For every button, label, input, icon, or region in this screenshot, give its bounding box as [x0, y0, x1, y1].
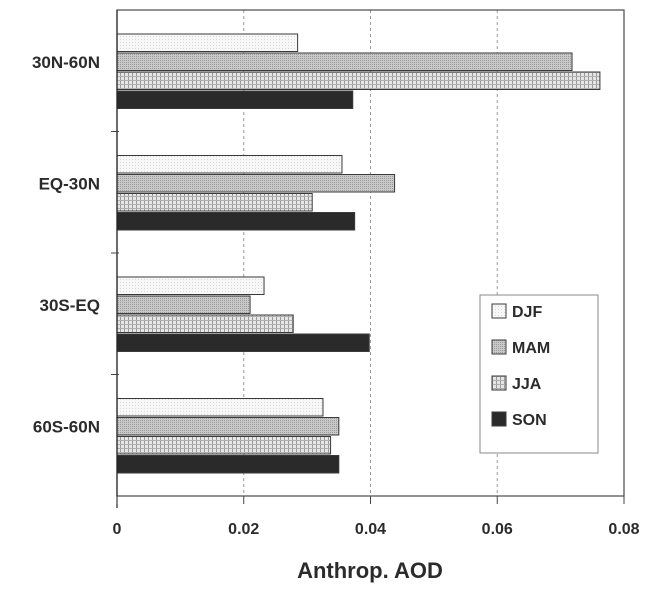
- category-label: 30N-60N: [32, 53, 100, 72]
- x-tick-label: 0.08: [608, 521, 639, 538]
- bar-mam-2: [116, 295, 251, 314]
- category-labels: 30N-60N EQ-30N 30S-EQ 60S-60N: [32, 53, 100, 437]
- legend-swatch-son: [491, 411, 507, 427]
- legend-label-djf: DJF: [512, 304, 542, 321]
- bar-son-0: [116, 90, 354, 109]
- x-tick-labels: 0 0.02 0.04 0.06 0.08: [113, 521, 640, 538]
- x-tick-label: 0.02: [228, 521, 259, 538]
- x-axis-title: Anthrop. AOD: [297, 558, 443, 583]
- bar-djf-0: [116, 33, 299, 52]
- bar-son-2: [116, 333, 370, 352]
- x-tick-label: 0: [113, 521, 122, 538]
- bar-mam-3: [116, 417, 340, 436]
- bar-jja-2: [116, 314, 294, 333]
- bar-djf-1: [116, 155, 343, 174]
- legend-label-son: SON: [512, 412, 547, 429]
- bar-son-3: [116, 455, 340, 474]
- category-label: 30S-EQ: [40, 296, 100, 315]
- category-label: 60S-60N: [33, 418, 100, 437]
- x-tick-label: 0.06: [482, 521, 513, 538]
- category-label: EQ-30N: [39, 175, 100, 194]
- legend-swatch-djf: [491, 303, 507, 319]
- bar-mam-1: [116, 174, 396, 193]
- legend-label-mam: MAM: [512, 340, 550, 357]
- legend-swatch-mam: [491, 339, 507, 355]
- bar-djf-2: [116, 276, 265, 295]
- bar-jja-1: [116, 193, 313, 212]
- x-tick-label: 0.04: [355, 521, 386, 538]
- bar-jja-3: [116, 436, 332, 455]
- legend: DJF MAM JJA SON: [479, 294, 599, 454]
- bar-djf-3: [116, 398, 324, 417]
- legend-swatch-jja: [491, 375, 507, 391]
- bar-son-1: [116, 212, 356, 231]
- bar-mam-0: [116, 52, 573, 71]
- bar-jja-0: [116, 71, 601, 90]
- legend-label-jja: JJA: [512, 376, 542, 393]
- legend-box: [479, 294, 599, 454]
- x-ticks: [111, 131, 625, 504]
